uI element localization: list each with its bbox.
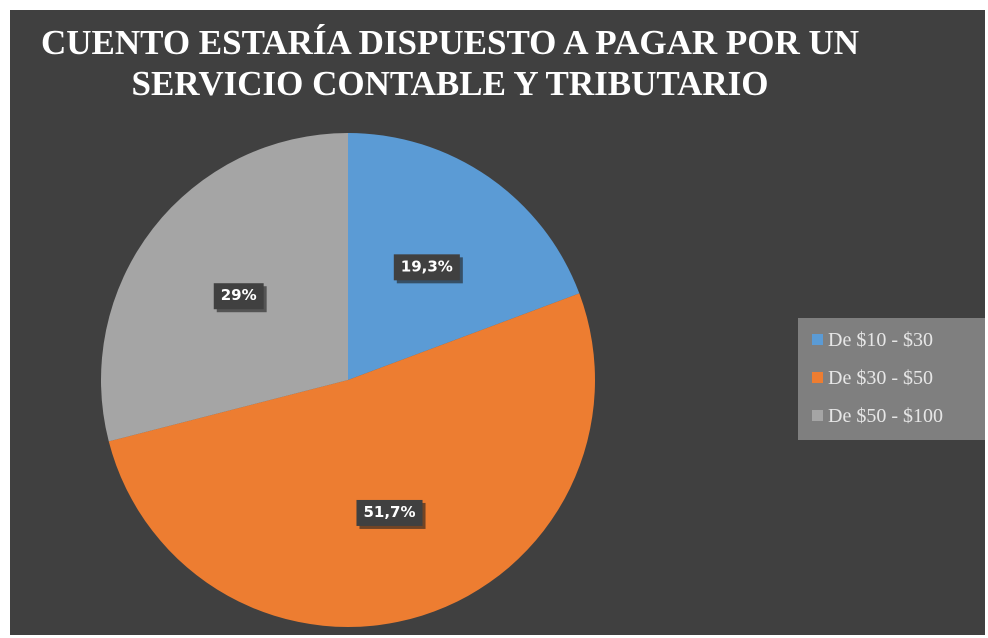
label-box — [213, 283, 264, 310]
legend-swatch — [812, 372, 823, 383]
legend-label: De $30 - $50 — [828, 367, 933, 389]
data-label: 29% — [221, 286, 257, 304]
legend-swatch — [812, 334, 823, 345]
data-label-group — [213, 283, 267, 313]
pie-slice — [108, 293, 595, 627]
data-label: 51,7% — [363, 503, 415, 521]
data-label-group — [356, 499, 426, 529]
data-label-group — [393, 254, 463, 284]
legend-swatch — [812, 410, 823, 421]
label-box — [356, 499, 423, 526]
legend-label: De $10 - $30 — [828, 329, 933, 351]
legend-label: De $50 - $100 — [828, 405, 943, 427]
data-label: 19,3% — [401, 257, 453, 275]
chart-title: CUENTO ESTARÍA DISPUESTO A PAGAR POR UN … — [40, 23, 860, 103]
legend-box — [798, 318, 985, 440]
label-box — [393, 254, 460, 281]
pie-slice — [348, 133, 580, 380]
